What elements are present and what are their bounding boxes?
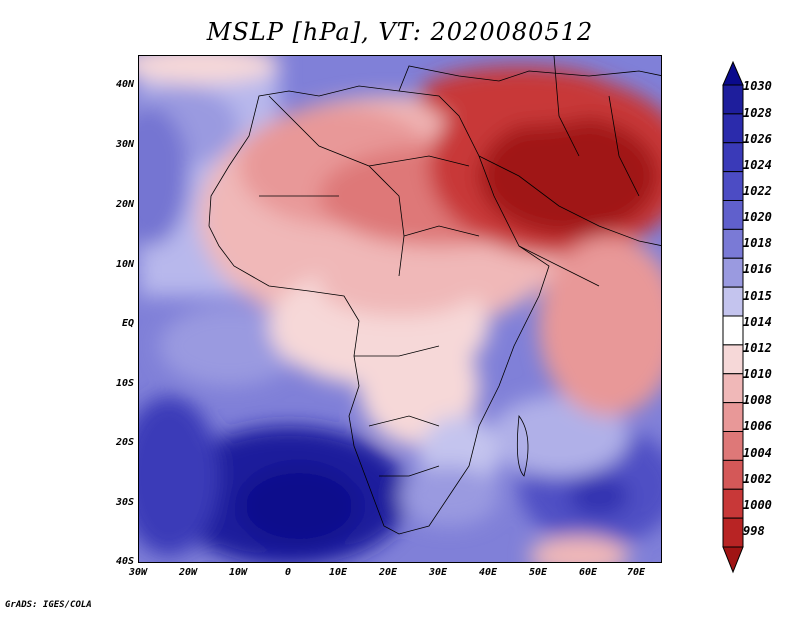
colorbar-swatch: [722, 171, 744, 201]
colorbar-swatch: [722, 84, 744, 115]
lat-label-eq: EQ: [121, 318, 134, 329]
colorbar-swatch: [722, 488, 744, 519]
colorbar-swatch-bottom: [722, 546, 744, 574]
colorbar: [722, 60, 744, 574]
map-frame: [138, 55, 662, 563]
lat-label-30n: 30N: [115, 139, 134, 150]
colorbar-swatch: [722, 344, 744, 375]
colorbar-label-1028: 1028: [743, 106, 772, 120]
lon-label-10e: 10E: [328, 567, 348, 578]
colorbar-label-1024: 1024: [743, 158, 772, 172]
colorbar-swatch: [722, 113, 744, 144]
colorbar-swatch: [722, 142, 744, 173]
lon-label-50e: 50E: [528, 567, 548, 578]
lon-label-0: 0: [284, 567, 292, 578]
lon-label-40e: 40E: [478, 567, 498, 578]
lon-label-30e: 30E: [428, 567, 448, 578]
colorbar-label-1002: 1002: [743, 472, 772, 486]
colorbar-swatch: [722, 286, 744, 317]
lat-label-10n: 10N: [115, 259, 134, 270]
colorbar-swatch: [722, 315, 744, 346]
lat-label-40s: 40S: [115, 556, 134, 567]
colorbar-label-1022: 1022: [743, 184, 772, 198]
colorbar-label-1030: 1030: [743, 79, 772, 93]
colorbar-label-1004: 1004: [743, 446, 772, 460]
lon-label-30w: 30W: [128, 567, 148, 578]
colorbar-label-1012: 1012: [743, 341, 772, 355]
lat-label-10s: 10S: [115, 378, 134, 389]
colorbar-label-1020: 1020: [743, 210, 772, 224]
lon-label-10w: 10W: [228, 567, 248, 578]
lon-label-20e: 20E: [378, 567, 398, 578]
colorbar-swatch: [722, 228, 744, 259]
pressure-field-map: [139, 56, 661, 562]
colorbar-swatch: [722, 200, 744, 230]
colorbar-swatch: [722, 402, 744, 432]
lon-label-20w: 20W: [178, 567, 198, 578]
lat-label-40n: 40N: [115, 79, 134, 90]
colorbar-swatch: [722, 373, 744, 404]
lat-label-20s: 20S: [115, 437, 134, 448]
colorbar-label-1015: 1015: [743, 289, 772, 303]
colorbar-label-1026: 1026: [743, 132, 772, 146]
colorbar-label-998: 998: [743, 524, 765, 538]
colorbar-swatch: [722, 431, 744, 461]
colorbar-label-1006: 1006: [743, 419, 772, 433]
colorbar-label-1016: 1016: [743, 262, 772, 276]
colorbar-label-1018: 1018: [743, 236, 772, 250]
colorbar-label-1000: 1000: [743, 498, 772, 512]
lon-label-70e: 70E: [626, 567, 646, 578]
map-title: MSLP [hPa], VT: 2020080512: [206, 18, 594, 46]
colorbar-swatch: [722, 257, 744, 288]
colorbar-swatch-top: [722, 60, 744, 86]
lat-label-20n: 20N: [115, 199, 134, 210]
lat-label-30s: 30S: [115, 497, 134, 508]
colorbar-label-1014: 1014: [743, 315, 772, 329]
colorbar-swatch: [722, 517, 744, 548]
lon-label-60e: 60E: [578, 567, 598, 578]
colorbar-label-1010: 1010: [743, 367, 772, 381]
grads-credit: GrADS: IGES/COLA: [5, 600, 92, 610]
colorbar-label-1008: 1008: [743, 393, 772, 407]
colorbar-swatch: [722, 459, 744, 490]
